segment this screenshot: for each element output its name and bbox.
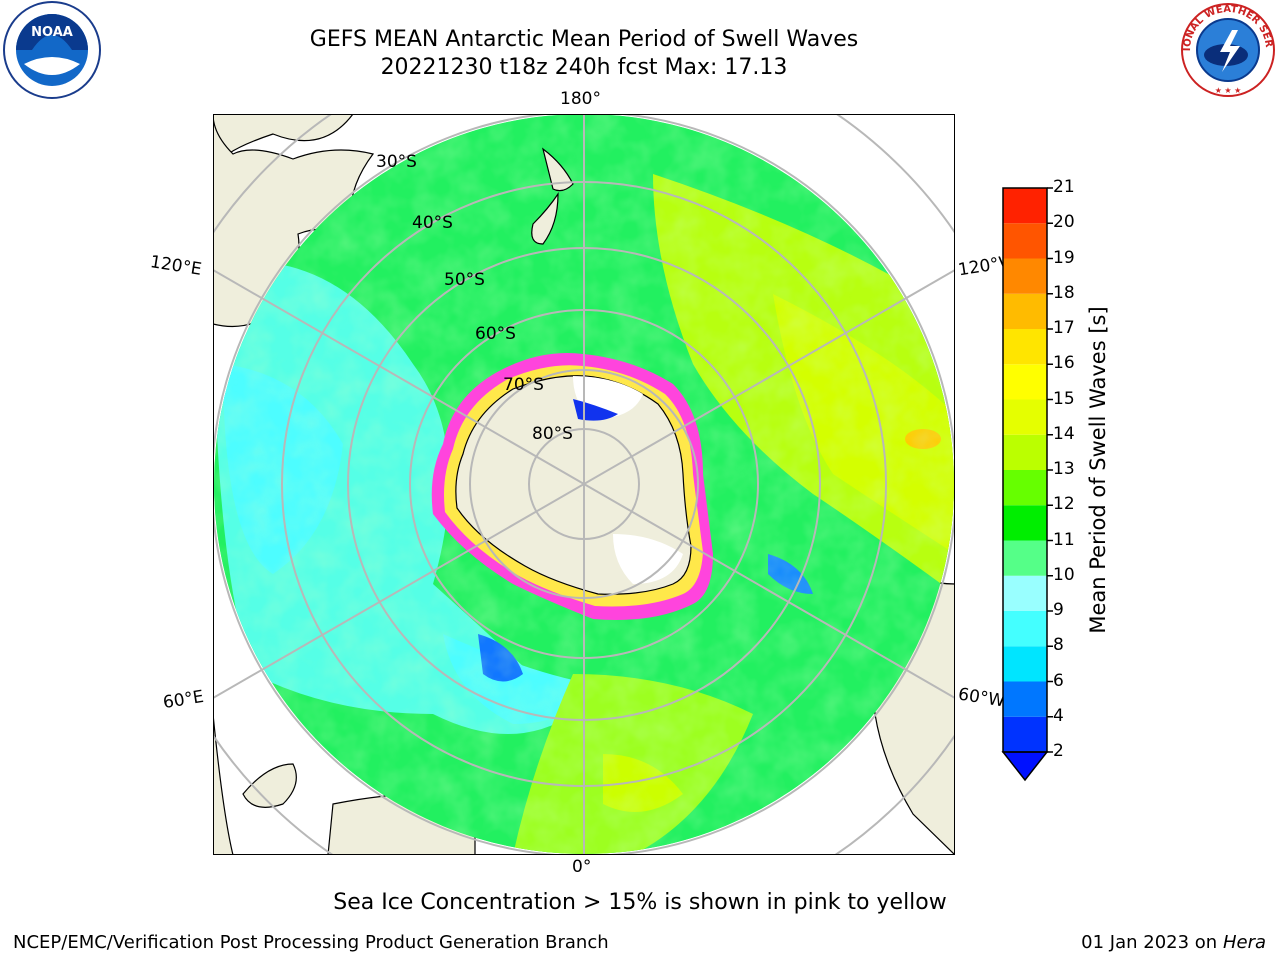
colorbar-tick-label: 11 — [1053, 529, 1075, 550]
footer-date: 01 Jan 2023 on Hera — [1081, 932, 1266, 953]
colorbar — [1001, 187, 1053, 782]
colorbar-segment — [1003, 293, 1047, 329]
colorbar-label: Mean Period of Swell Waves [s] — [1086, 306, 1110, 634]
colorbar-tick-label: 17 — [1053, 318, 1075, 338]
svg-text:★ ★ ★: ★ ★ ★ — [1215, 86, 1242, 95]
colorbar-segment — [1003, 434, 1047, 470]
colorbar-tick-label: 19 — [1053, 247, 1075, 268]
colorbar-tick-label: 4 — [1053, 705, 1064, 726]
footer-host: Hera — [1222, 932, 1266, 953]
weddell-ice — [613, 534, 683, 584]
colorbar-segment — [1003, 364, 1047, 400]
noaa-logo-text: NOAA — [31, 25, 73, 40]
colorbar-tick-label: 8 — [1053, 635, 1064, 656]
lat-label-30s: 30°S — [376, 152, 417, 172]
colorbar-tick-label: 14 — [1053, 423, 1075, 444]
chart-subtitle: 20221230 t18z 240h fcst Max: 17.13 — [380, 55, 788, 80]
colorbar-tick-label: 10 — [1053, 564, 1075, 585]
national-weather-service-logo: NATIONAL WEATHER SERVICE ★ ★ ★ — [1176, 0, 1275, 97]
colorbar-segment — [1003, 646, 1047, 682]
sea-ice-footnote: Sea Ice Concentration > 15% is shown in … — [333, 890, 947, 915]
new-zealand — [531, 147, 574, 245]
colorbar-tick-label: 13 — [1053, 459, 1075, 479]
colorbar-segment — [1003, 505, 1047, 541]
colorbar-tick-label: 16 — [1053, 353, 1075, 374]
colorbar-segment — [1003, 188, 1047, 224]
colorbar-segment — [1003, 681, 1047, 717]
graticule — [213, 114, 955, 855]
colorbar-tick-label: 6 — [1053, 670, 1064, 691]
colorbar-extend-arrow — [1001, 751, 1049, 782]
colorbar-segment — [1003, 470, 1047, 506]
colorbar-segment — [1003, 575, 1047, 611]
colorbar-segment — [1003, 399, 1047, 435]
footer-date-text: 01 Jan 2023 on — [1081, 932, 1218, 953]
colorbar-segment — [1003, 329, 1047, 365]
colorbar-tick-label: 15 — [1053, 388, 1075, 409]
footer-organization: NCEP/EMC/Verification Post Processing Pr… — [13, 932, 609, 953]
colorbar-tick-label: 2 — [1053, 741, 1064, 761]
swell-period-map — [213, 114, 955, 855]
chart-title: GEFS MEAN Antarctic Mean Period of Swell… — [309, 27, 859, 52]
lat-label-80s: 80°S — [532, 424, 573, 444]
noaa-logo: NOAA — [3, 1, 101, 99]
lat-label-40s: 40°S — [412, 213, 453, 233]
colorbar-segment — [1003, 716, 1047, 752]
colorbar-segment — [1003, 258, 1047, 294]
lat-label-60s: 60°S — [475, 324, 516, 344]
colorbar-tick-label: 21 — [1053, 177, 1075, 197]
lon-label-120e: 120°E — [148, 252, 203, 280]
lat-label-70s: 70°S — [503, 375, 544, 395]
colorbar-tick-label: 20 — [1053, 212, 1075, 233]
madagascar-landmass — [242, 763, 297, 808]
lon-label-180: 180° — [560, 89, 601, 109]
lon-label-0: 0° — [572, 857, 592, 877]
colorbar-segment — [1003, 223, 1047, 259]
colorbar-tick-label: 18 — [1053, 282, 1075, 303]
lon-label-60e: 60°E — [161, 686, 206, 714]
lat-label-50s: 50°S — [444, 270, 485, 290]
colorbar-tick-label: 12 — [1053, 494, 1075, 515]
colorbar-segment — [1003, 540, 1047, 576]
colorbar-tick-label: 9 — [1053, 600, 1064, 620]
colorbar-segment — [1003, 611, 1047, 647]
